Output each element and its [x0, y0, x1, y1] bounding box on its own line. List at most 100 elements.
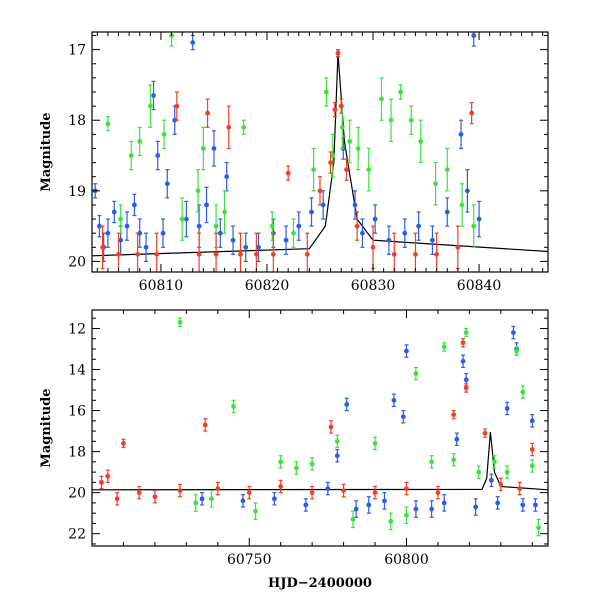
data-point [241, 124, 247, 130]
data-point [473, 504, 479, 510]
data-point [341, 488, 346, 493]
data-point [339, 124, 345, 130]
data-point [118, 216, 124, 222]
data-point [100, 244, 106, 250]
data-point [444, 167, 450, 173]
data-point [382, 498, 387, 504]
data-point [504, 406, 510, 411]
data-point [429, 459, 435, 465]
data-point [328, 160, 334, 165]
data-point [152, 494, 158, 500]
y-tick-label: 12 [68, 321, 86, 337]
data-point [137, 139, 143, 144]
data-point [398, 89, 403, 95]
data-point [429, 506, 435, 512]
data-point [366, 502, 372, 508]
data-point [291, 230, 296, 236]
data-point [372, 440, 378, 446]
data-point [105, 230, 111, 236]
data-point [190, 40, 196, 45]
data-point [338, 103, 344, 109]
top-axes: 60810 60820 60830 60840 17 18 19 20 [68, 32, 548, 294]
data-point [285, 170, 291, 176]
data-point [455, 244, 461, 250]
data-point [404, 348, 409, 354]
data-point [151, 93, 156, 98]
data-point [511, 330, 516, 335]
data-point [128, 153, 134, 158]
data-point [309, 490, 315, 496]
data-point [278, 484, 284, 489]
data-point [199, 496, 205, 502]
data-point [529, 463, 535, 469]
data-point [240, 498, 246, 504]
x-tick-label: 60820 [245, 278, 290, 294]
data-point [213, 223, 219, 229]
data-point [215, 486, 221, 491]
data-point [253, 251, 259, 257]
data-point [529, 418, 535, 424]
data-point [350, 516, 356, 522]
y-tick-label: 16 [68, 404, 86, 420]
data-point [309, 461, 315, 467]
data-point [386, 237, 392, 243]
data-point [354, 223, 360, 229]
data-point [344, 402, 350, 407]
data-point [136, 490, 142, 496]
top-panel: 60810 60820 60830 60840 17 18 19 20 Magnitude [39, 31, 549, 294]
data-point [296, 223, 302, 229]
data-point [465, 188, 470, 194]
data-point [231, 404, 236, 409]
data-point [205, 110, 210, 116]
data-point [294, 465, 299, 471]
data-point [124, 223, 130, 229]
series-2 [100, 49, 475, 272]
top-plot-area [92, 32, 548, 272]
data-point [204, 202, 209, 208]
data-point [105, 473, 111, 479]
data-point [256, 244, 261, 250]
data-point [495, 500, 501, 506]
data-point [164, 181, 170, 187]
data-point [476, 469, 482, 475]
data-point [111, 209, 117, 215]
data-point [154, 251, 160, 257]
data-point [370, 244, 376, 250]
data-point [504, 469, 510, 475]
data-point [137, 230, 143, 236]
data-point [272, 496, 277, 502]
data-point [193, 500, 199, 506]
data-point [196, 251, 202, 257]
bottom-plot-frame [91, 309, 549, 547]
x-tick-label: 60800 [384, 552, 429, 568]
x-tick-label: 60750 [227, 552, 272, 568]
series-1 [177, 317, 541, 537]
data-point [202, 422, 208, 428]
data-point [161, 131, 167, 137]
data-point [514, 348, 519, 354]
data-point [330, 153, 336, 158]
data-point [451, 457, 457, 463]
data-point [334, 438, 340, 444]
data-point [347, 139, 353, 144]
data-point [155, 153, 161, 158]
y-tick-label: 20 [68, 254, 86, 270]
data-point [404, 486, 409, 491]
data-point [463, 385, 469, 391]
data-point [105, 121, 111, 127]
data-point [121, 440, 126, 446]
bottom-x-axis-label: HJD−2400000 [268, 576, 372, 591]
y-tick-label: 19 [68, 184, 86, 200]
x-tick-label: 60830 [351, 278, 396, 294]
data-point [209, 496, 214, 502]
data-point [304, 251, 310, 257]
data-point [99, 479, 104, 485]
series-2 [99, 338, 535, 506]
data-point [309, 209, 314, 215]
y-tick-label: 14 [68, 363, 86, 379]
data-point [355, 146, 361, 151]
data-point [317, 188, 323, 194]
data-point [360, 230, 365, 236]
data-point [520, 389, 526, 395]
